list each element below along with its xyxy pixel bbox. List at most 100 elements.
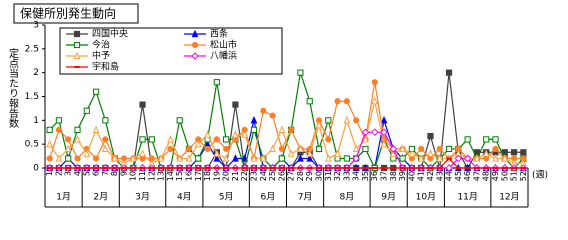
marker xyxy=(288,126,295,133)
marker xyxy=(297,144,304,153)
x-tick-label: 12 xyxy=(147,171,156,181)
legend-label: 八幡浜 xyxy=(210,50,237,62)
x-tick-label: 36 xyxy=(370,171,379,181)
x-group-label: 3月 xyxy=(135,192,150,203)
marker xyxy=(352,154,360,163)
x-tick-label: 26 xyxy=(277,171,286,181)
chart-title: 保健所別発生動向 xyxy=(20,6,116,21)
marker xyxy=(269,112,276,119)
marker xyxy=(371,79,378,86)
marker xyxy=(213,154,221,162)
x-tick-label: 41 xyxy=(417,171,426,181)
x-tick-label: 43 xyxy=(435,171,444,181)
x-tick-label: 9 xyxy=(119,171,128,176)
y-axis-label: 定点当たり報告数 xyxy=(7,47,19,129)
legend-label: 中予 xyxy=(92,50,110,62)
marker xyxy=(167,145,174,153)
y-tick-label: 3 xyxy=(33,21,39,31)
marker xyxy=(74,126,81,133)
marker xyxy=(157,154,165,162)
marker xyxy=(315,145,323,153)
x-tick-label: 18 xyxy=(203,171,212,181)
marker xyxy=(278,145,285,153)
marker xyxy=(139,101,146,108)
x-tick-label: 50 xyxy=(500,171,509,181)
title-box xyxy=(13,3,139,24)
marker xyxy=(278,155,285,162)
marker xyxy=(185,145,193,153)
marker xyxy=(167,135,174,143)
x-tick-label: 52 xyxy=(519,171,528,181)
series-line xyxy=(49,82,524,161)
legend-label: 今治 xyxy=(92,39,110,51)
marker xyxy=(111,154,119,162)
marker xyxy=(278,125,286,133)
marker xyxy=(241,154,249,162)
marker xyxy=(232,154,239,162)
x-tick-label: 10 xyxy=(129,171,138,181)
y-tick-label: 0 xyxy=(33,164,39,174)
x-tick-label: 27 xyxy=(287,171,296,181)
marker xyxy=(191,41,199,49)
marker xyxy=(399,155,406,162)
x-group-label: 7月 xyxy=(298,192,313,203)
x-group-label: 12月 xyxy=(499,192,519,203)
x-tick-label: 3 xyxy=(64,171,73,176)
x-tick-label: 47 xyxy=(472,171,481,181)
marker xyxy=(306,98,313,105)
x-tick-label: 11 xyxy=(138,171,147,181)
legend-label: 宇和島 xyxy=(92,61,119,73)
y-tick-label: 1 xyxy=(33,116,39,126)
marker xyxy=(129,154,137,162)
marker xyxy=(55,154,63,162)
marker xyxy=(74,135,81,143)
x-tick-label: 19 xyxy=(212,171,221,181)
marker xyxy=(194,139,202,148)
x-tick-label: 49 xyxy=(491,171,500,181)
marker xyxy=(260,107,267,114)
marker xyxy=(92,155,100,162)
x-tick-label: 48 xyxy=(482,171,491,181)
x-group-label: 4月 xyxy=(177,192,192,203)
marker xyxy=(191,29,199,38)
marker xyxy=(371,96,379,105)
x-tick-label: 4 xyxy=(73,171,82,176)
marker xyxy=(73,51,81,60)
x-group-label: 6月 xyxy=(261,192,276,203)
marker xyxy=(176,117,183,124)
marker xyxy=(176,154,184,162)
marker xyxy=(213,149,221,157)
marker xyxy=(464,136,471,143)
x-tick-label: 51 xyxy=(510,171,519,181)
marker xyxy=(185,154,193,162)
marker xyxy=(399,144,406,153)
marker xyxy=(250,126,258,133)
x-tick-label: 31 xyxy=(324,171,333,181)
marker xyxy=(213,136,220,143)
marker xyxy=(389,145,398,153)
x-tick-label: 6 xyxy=(92,171,101,176)
series-line xyxy=(49,72,524,170)
marker xyxy=(223,145,230,153)
marker xyxy=(473,154,481,162)
x-tick-label: 35 xyxy=(361,171,370,181)
marker xyxy=(483,136,490,143)
marker xyxy=(362,145,369,153)
marker xyxy=(380,116,388,124)
legend-label: 松山市 xyxy=(210,39,237,51)
marker xyxy=(325,136,332,143)
marker xyxy=(343,98,350,105)
x-tick-label: 23 xyxy=(249,171,258,181)
marker xyxy=(417,154,425,162)
marker xyxy=(501,154,509,162)
x-tick-label: 22 xyxy=(240,171,249,181)
marker xyxy=(445,69,453,76)
x-group-label: 10月 xyxy=(416,192,436,203)
marker xyxy=(102,136,109,143)
x-group-label: 5月 xyxy=(219,192,234,203)
marker xyxy=(241,130,249,138)
marker xyxy=(204,130,211,138)
marker xyxy=(259,154,267,162)
marker xyxy=(380,139,388,148)
marker xyxy=(139,149,146,157)
